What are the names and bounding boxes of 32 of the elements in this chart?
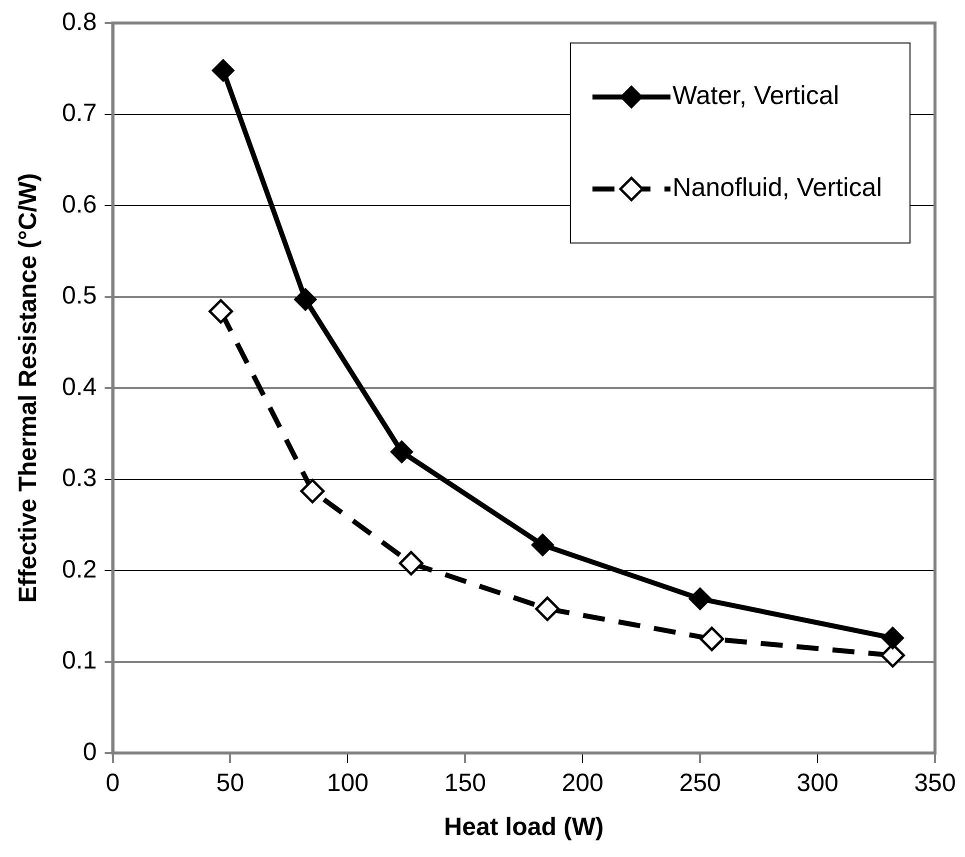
y-tick-label: 0.3	[62, 464, 97, 492]
y-axis-title: Effective Thermal Resistance (°C/W)	[14, 173, 42, 603]
point	[531, 533, 554, 556]
y-tick-label: 0.6	[62, 190, 97, 218]
point	[881, 626, 904, 650]
point	[390, 440, 414, 464]
legend-label: Water, Vertical	[672, 80, 840, 110]
y-tick-label: 0.4	[62, 372, 97, 401]
x-tick-label: 250	[679, 768, 721, 797]
y-tick-label: 0.7	[62, 99, 97, 128]
legend-label: Nanofluid, Vertical	[672, 172, 882, 202]
y-tick-label: 0.1	[62, 646, 97, 675]
point	[535, 596, 560, 622]
x-tick-label: 350	[914, 768, 956, 797]
x-tick-label: 0	[106, 768, 120, 797]
point	[398, 550, 424, 576]
y-tick-label: 0.5	[62, 282, 97, 310]
x-tick-label: 200	[562, 768, 604, 797]
point	[208, 299, 234, 324]
x-tick-label: 100	[326, 768, 369, 797]
point	[294, 288, 317, 311]
y-tick-label: 0.2	[62, 555, 97, 584]
x-tick-label: 150	[444, 768, 486, 797]
point	[700, 626, 724, 652]
x-tick-label: 50	[216, 768, 244, 797]
x-axis-title: Heat load (W)	[444, 812, 604, 841]
point	[688, 587, 712, 610]
x-tick-label: 300	[796, 768, 838, 797]
y-tick-label: 0.8	[62, 8, 97, 36]
point	[300, 478, 325, 504]
point	[212, 58, 235, 82]
y-tick-label: 0	[82, 738, 97, 766]
